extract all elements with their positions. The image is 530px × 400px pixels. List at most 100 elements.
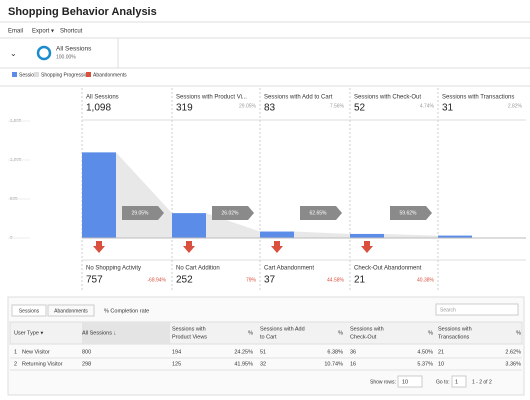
search-placeholder: Search bbox=[440, 307, 456, 313]
abandon-arrow bbox=[271, 241, 283, 253]
progression-area bbox=[116, 152, 172, 238]
abandon-arrow bbox=[361, 241, 373, 253]
abandon-percent: -68.94% bbox=[147, 277, 166, 283]
rows-select[interactable] bbox=[397, 375, 423, 388]
column-header: Sessions with bbox=[350, 326, 384, 332]
abandon-name: Cart Abandonment bbox=[264, 266, 314, 272]
abandon-value: 21 bbox=[354, 275, 366, 286]
stage-name: Sessions with Add to Cart bbox=[264, 95, 333, 101]
stage-percent: 29.05% bbox=[239, 103, 257, 109]
tab[interactable] bbox=[11, 304, 47, 317]
abandon-value: 37 bbox=[264, 275, 276, 286]
cell: 2 bbox=[14, 361, 17, 367]
column-header: Check-Out bbox=[350, 334, 377, 340]
cell: 10.74% bbox=[324, 361, 343, 367]
cell: 36 bbox=[350, 349, 356, 355]
toolbar-button[interactable]: Shortcut bbox=[60, 29, 83, 35]
progression-rate: 59.62% bbox=[400, 210, 418, 216]
cell: 41.95% bbox=[234, 361, 253, 367]
cell: 125 bbox=[172, 361, 181, 367]
abandon-value: 757 bbox=[86, 275, 103, 286]
legend-label: Abandonments bbox=[93, 72, 127, 78]
search-box[interactable] bbox=[435, 303, 519, 316]
sessions-bar bbox=[82, 152, 116, 238]
abandon-arrow bbox=[183, 241, 195, 253]
segment-percent: 100.00% bbox=[56, 54, 76, 60]
stage-name: Sessions with Product Vi... bbox=[176, 95, 247, 101]
abandon-percent: 40.38% bbox=[417, 277, 435, 283]
sessions-bar bbox=[172, 213, 206, 238]
chevron[interactable]: ⌄ bbox=[10, 49, 17, 58]
column-header: Sessions with Add bbox=[260, 326, 305, 332]
abandon-percent: 79% bbox=[246, 277, 257, 283]
progression-rate: 62.65% bbox=[310, 210, 328, 216]
goto-input[interactable] bbox=[451, 375, 467, 388]
segment-icon bbox=[36, 45, 52, 61]
progression-area bbox=[384, 233, 438, 238]
stage-percent: 2.82% bbox=[508, 103, 523, 109]
progression-area bbox=[294, 231, 350, 238]
abandon-name: No Shopping Activity bbox=[86, 266, 141, 272]
column-header[interactable]: All Sessions ↓ bbox=[82, 330, 116, 336]
progression-arrow bbox=[212, 206, 254, 220]
cell: 32 bbox=[260, 361, 266, 367]
abandon-name: No Cart Addition bbox=[176, 266, 220, 272]
cell: 6.38% bbox=[327, 349, 343, 355]
cell[interactable]: New Visitor bbox=[22, 349, 50, 355]
abandon-value: 252 bbox=[176, 275, 193, 286]
cell: 16 bbox=[350, 361, 356, 367]
stage-value: 319 bbox=[176, 103, 193, 114]
progression-rate: 26.02% bbox=[222, 210, 240, 216]
cell: 10 bbox=[438, 361, 444, 367]
tab-label[interactable]: Abandonments bbox=[54, 308, 88, 314]
cell: 800 bbox=[82, 349, 91, 355]
stage-value: 1,098 bbox=[86, 103, 111, 114]
tab-label[interactable]: Sessions bbox=[19, 308, 40, 314]
sort-cell bbox=[82, 322, 170, 344]
cell: 24.25% bbox=[234, 349, 253, 355]
abandon-arrow bbox=[93, 241, 105, 253]
range-label: 1 - 2 of 2 bbox=[472, 379, 492, 385]
column-header: Sessions with bbox=[172, 326, 206, 332]
cell: 51 bbox=[260, 349, 266, 355]
legend-swatch bbox=[34, 72, 39, 77]
toolbar-button[interactable]: Email bbox=[8, 29, 23, 35]
stage-name: Sessions with Check-Out bbox=[354, 95, 421, 101]
stage-percent: 7.56% bbox=[330, 103, 345, 109]
column-header[interactable]: User Type ▾ bbox=[14, 330, 43, 336]
cell: 1 bbox=[14, 349, 17, 355]
sessions-bar bbox=[350, 233, 384, 238]
toolbar-button[interactable]: Export ▾ bbox=[32, 29, 54, 35]
abandon-name: Check-Out Abandonment bbox=[354, 266, 422, 272]
segment-name[interactable]: All Sessions bbox=[56, 46, 92, 53]
column-header: to Cart bbox=[260, 334, 277, 340]
tab[interactable] bbox=[47, 304, 95, 317]
title: Shopping Behavior Analysis bbox=[8, 6, 157, 18]
show-rows-label: Show rows: bbox=[370, 379, 396, 385]
cell[interactable]: Returning Visitor bbox=[22, 361, 63, 367]
cell: 298 bbox=[82, 361, 91, 367]
completion-rate: % Completion rate bbox=[104, 308, 149, 314]
stage-value: 52 bbox=[354, 103, 366, 114]
legend-swatch bbox=[12, 72, 17, 77]
progression-rate: 29.05% bbox=[132, 210, 150, 216]
stage-name: All Sessions bbox=[86, 95, 119, 101]
column-header: % bbox=[428, 330, 433, 336]
cell: 21 bbox=[438, 349, 444, 355]
stage-name: Sessions with Transactions bbox=[442, 95, 514, 101]
stage-value: 83 bbox=[264, 103, 276, 114]
column-header: % bbox=[338, 330, 343, 336]
cell: 2.62% bbox=[505, 349, 521, 355]
cell: 4.50% bbox=[417, 349, 433, 355]
legend-label: Sessions bbox=[19, 72, 40, 78]
stage-percent: 4.74% bbox=[420, 103, 435, 109]
column-header: % bbox=[248, 330, 253, 336]
progression-arrow bbox=[300, 206, 342, 220]
goto-value: 1 bbox=[455, 379, 458, 385]
column-header: % bbox=[516, 330, 521, 336]
column-header: Transactions bbox=[438, 334, 470, 340]
sessions-bar bbox=[438, 235, 472, 238]
column-header: Product Views bbox=[172, 334, 207, 340]
stage-value: 31 bbox=[442, 103, 454, 114]
